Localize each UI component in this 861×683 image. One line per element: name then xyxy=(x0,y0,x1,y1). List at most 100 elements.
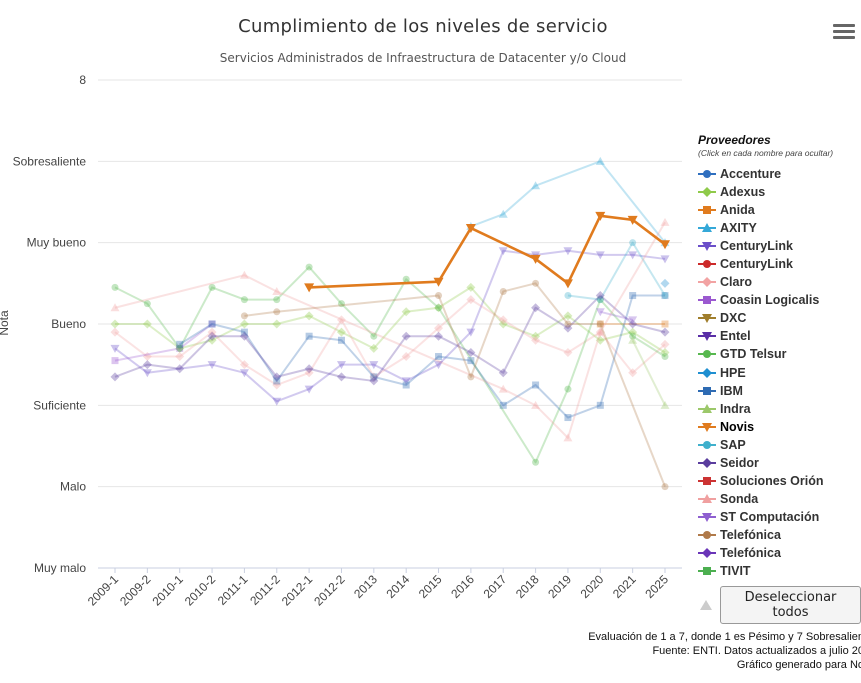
data-point xyxy=(499,401,507,409)
legend-item[interactable]: Telefónica xyxy=(698,526,861,544)
y-axis-label: Nota xyxy=(0,310,11,336)
chart-title: Cumplimiento de los niveles de servicio xyxy=(238,16,608,37)
data-point xyxy=(110,319,120,329)
data-point xyxy=(595,251,605,260)
hamburger-menu-icon[interactable] xyxy=(833,24,855,42)
legend-item[interactable]: DXC xyxy=(698,309,861,327)
x-tick-label: 2020 xyxy=(578,572,607,601)
legend-item[interactable]: CenturyLink xyxy=(698,255,861,273)
data-point xyxy=(703,260,711,269)
data-point xyxy=(272,372,282,382)
data-point xyxy=(629,239,637,247)
x-tick-label: 2014 xyxy=(384,572,413,601)
legend-item[interactable]: CenturyLink xyxy=(698,237,861,255)
legend-item[interactable]: Sonda xyxy=(698,490,861,508)
legend-item[interactable]: IBM xyxy=(698,382,861,400)
data-point xyxy=(563,311,573,321)
series-line xyxy=(114,323,213,362)
legend-item[interactable]: SAP xyxy=(698,436,861,454)
deselect-all-button[interactable]: Deseleccionar todos xyxy=(720,586,861,624)
series-novis xyxy=(304,211,670,293)
legend-item[interactable]: Accenture xyxy=(698,165,861,183)
legend-label: Accenture xyxy=(720,167,782,182)
x-tick-label: 2010-2 xyxy=(182,572,219,609)
data-point xyxy=(336,361,346,370)
data-point xyxy=(370,373,378,381)
legend-item[interactable]: Indra xyxy=(698,400,861,418)
legend-label: Adexus xyxy=(720,185,766,200)
legend-symbol xyxy=(698,367,716,378)
data-point xyxy=(702,512,712,522)
legend: Proveedores (Click en cada nombre para o… xyxy=(698,133,861,580)
data-point xyxy=(703,170,711,179)
legend-label: ST Computación xyxy=(720,509,820,524)
data-point xyxy=(660,240,670,250)
legend-item[interactable]: Telefónica xyxy=(698,544,861,562)
data-point xyxy=(661,292,669,300)
legend-item[interactable]: Soluciones Orión xyxy=(698,472,861,490)
legend-item[interactable]: Anida xyxy=(698,201,861,219)
data-point xyxy=(466,282,476,292)
legend-symbol xyxy=(698,493,716,503)
data-point xyxy=(703,296,711,305)
series-line xyxy=(115,286,666,354)
legend-item[interactable]: ST Computación xyxy=(698,508,861,526)
legend-symbol xyxy=(698,206,716,215)
data-point xyxy=(595,335,605,345)
x-tick-label: 2012-1 xyxy=(279,572,316,609)
legend-item[interactable]: HPE xyxy=(698,364,861,382)
legend-label: Soluciones Orión xyxy=(720,473,824,488)
legend-item[interactable]: GTD Telsur xyxy=(698,345,861,363)
data-point xyxy=(498,247,508,256)
legend-item[interactable]: AXITY xyxy=(698,219,861,237)
legend-symbol xyxy=(698,170,716,179)
data-point xyxy=(369,361,379,370)
data-point xyxy=(595,308,605,317)
data-point xyxy=(336,372,346,382)
legend-item[interactable]: Entel xyxy=(698,327,861,345)
legend-label: Seidor xyxy=(720,455,759,470)
data-point xyxy=(595,327,605,337)
data-point xyxy=(702,548,712,558)
data-point xyxy=(531,331,541,341)
x-tick-label: 2011-2 xyxy=(247,572,283,608)
legend-item[interactable]: Novis xyxy=(698,418,861,436)
legend-items: Accenture Adexus Anida AXITY CenturyLink Cent… xyxy=(698,165,861,580)
chart-subtitle: Servicios Administrados de Infraestructu… xyxy=(219,51,627,65)
data-point xyxy=(337,336,345,344)
data-point xyxy=(702,367,712,378)
triangle-up-icon xyxy=(700,600,712,610)
data-point xyxy=(434,361,444,370)
series-line xyxy=(179,294,665,419)
data-point xyxy=(661,353,669,361)
data-point xyxy=(628,327,638,337)
legend-symbol xyxy=(698,350,716,359)
legend-symbol xyxy=(698,567,716,576)
series-anida xyxy=(596,320,669,328)
data-point xyxy=(434,303,444,313)
x-tick-label: 2015 xyxy=(416,572,445,601)
legend-symbol xyxy=(698,332,716,342)
legend-symbol xyxy=(698,457,716,468)
legend-symbol xyxy=(698,512,716,522)
legend-label: Entel xyxy=(720,329,751,344)
data-point xyxy=(110,344,120,353)
y-tick-label: Malo xyxy=(60,480,86,494)
data-point xyxy=(531,400,541,409)
legend-symbol xyxy=(698,403,716,413)
legend-item[interactable]: TIVIT xyxy=(698,562,861,580)
data-point xyxy=(595,327,605,336)
legend-label: GTD Telsur xyxy=(720,347,787,362)
data-point xyxy=(628,368,638,378)
legend-symbol xyxy=(698,260,716,269)
legend-item[interactable]: Adexus xyxy=(698,183,861,201)
legend-item[interactable]: Claro xyxy=(698,273,861,291)
legend-label: AXITY xyxy=(720,221,757,236)
data-point xyxy=(703,386,711,395)
legend-item[interactable]: Coasin Logicalis xyxy=(698,291,861,309)
data-point xyxy=(239,319,249,329)
legend-item[interactable]: Seidor xyxy=(698,454,861,472)
data-point xyxy=(466,295,476,305)
x-tick-label: 2011-1 xyxy=(215,572,251,608)
